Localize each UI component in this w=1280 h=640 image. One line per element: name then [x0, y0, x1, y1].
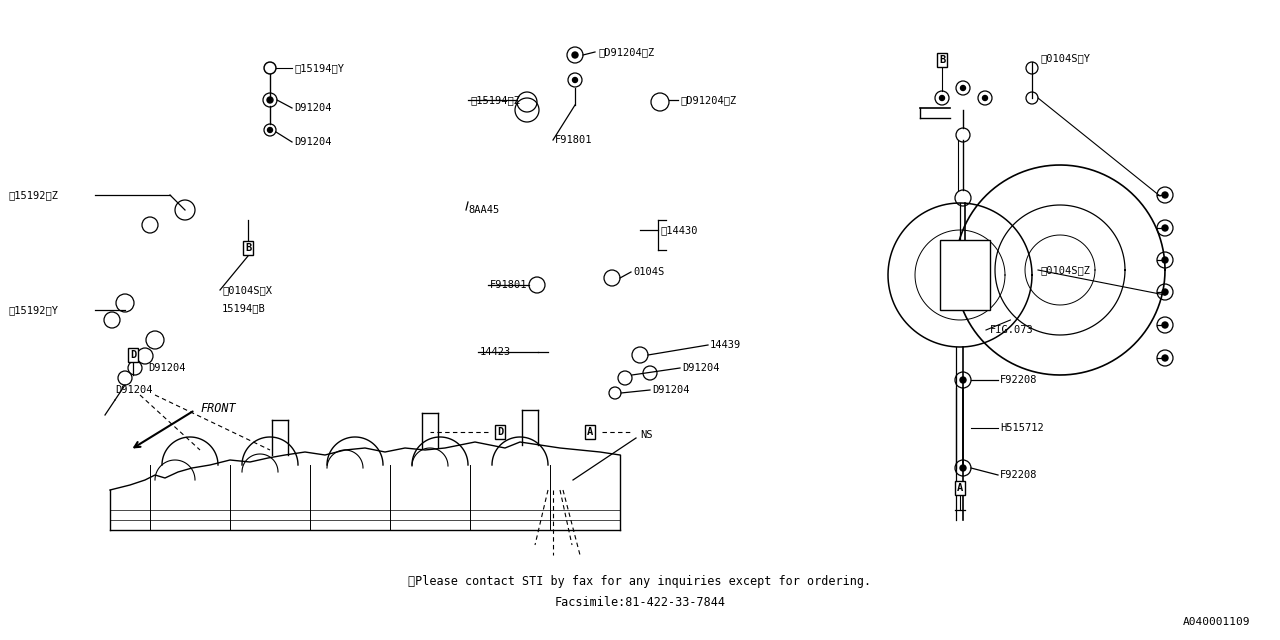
Text: B: B: [938, 55, 945, 65]
Text: 8AA45: 8AA45: [468, 205, 499, 215]
Circle shape: [572, 52, 579, 58]
Text: D91204: D91204: [652, 385, 690, 395]
Text: F91801: F91801: [490, 280, 527, 290]
Bar: [940, 240, 989, 310]
Text: 0104S: 0104S: [634, 267, 664, 277]
Text: D: D: [129, 350, 136, 360]
Circle shape: [1162, 322, 1169, 328]
Text: 14423: 14423: [480, 347, 511, 357]
Text: 15194※B: 15194※B: [221, 303, 266, 313]
Text: ※14430: ※14430: [660, 225, 698, 235]
Text: ※15194※Z: ※15194※Z: [470, 95, 520, 105]
Text: A040001109: A040001109: [1183, 617, 1251, 627]
Text: ※D91204※Z: ※D91204※Z: [598, 47, 654, 57]
Circle shape: [572, 77, 577, 83]
Circle shape: [1162, 192, 1169, 198]
Circle shape: [960, 377, 966, 383]
Text: D91204: D91204: [294, 137, 332, 147]
Text: ※0104S※X: ※0104S※X: [221, 285, 273, 295]
Circle shape: [1162, 257, 1169, 263]
Circle shape: [960, 465, 966, 471]
Text: ※15192※Z: ※15192※Z: [8, 190, 58, 200]
Text: 14439: 14439: [710, 340, 741, 350]
Text: B: B: [244, 243, 251, 253]
Text: ※0104S※Z: ※0104S※Z: [1039, 265, 1091, 275]
Circle shape: [265, 63, 274, 72]
Circle shape: [960, 86, 965, 90]
Circle shape: [264, 62, 276, 74]
Text: FRONT: FRONT: [200, 401, 236, 415]
Text: D91204: D91204: [294, 103, 332, 113]
Circle shape: [1162, 355, 1169, 361]
Text: Facsimile:81-422-33-7844: Facsimile:81-422-33-7844: [554, 595, 726, 609]
Text: D91204: D91204: [115, 385, 152, 395]
Text: ※15192※Y: ※15192※Y: [8, 305, 58, 315]
Text: D91204: D91204: [682, 363, 719, 373]
Text: FIG.073: FIG.073: [989, 325, 1034, 335]
Text: ※0104S※Y: ※0104S※Y: [1039, 53, 1091, 63]
Circle shape: [940, 95, 945, 100]
Circle shape: [268, 97, 273, 103]
Text: F92208: F92208: [1000, 375, 1038, 385]
Text: F92208: F92208: [1000, 470, 1038, 480]
Circle shape: [1162, 289, 1169, 295]
Text: ※D91204※Z: ※D91204※Z: [680, 95, 736, 105]
Circle shape: [1162, 225, 1169, 231]
Text: F91801: F91801: [556, 135, 593, 145]
Text: ※15194※Y: ※15194※Y: [294, 63, 344, 73]
Text: H515712: H515712: [1000, 423, 1043, 433]
Text: D91204: D91204: [148, 363, 186, 373]
Text: A: A: [957, 483, 963, 493]
Text: NS: NS: [640, 430, 653, 440]
Text: A: A: [586, 427, 593, 437]
Text: D: D: [497, 427, 503, 437]
Text: ※Please contact STI by fax for any inquiries except for ordering.: ※Please contact STI by fax for any inqui…: [408, 575, 872, 589]
Circle shape: [983, 95, 987, 100]
Circle shape: [268, 127, 273, 132]
